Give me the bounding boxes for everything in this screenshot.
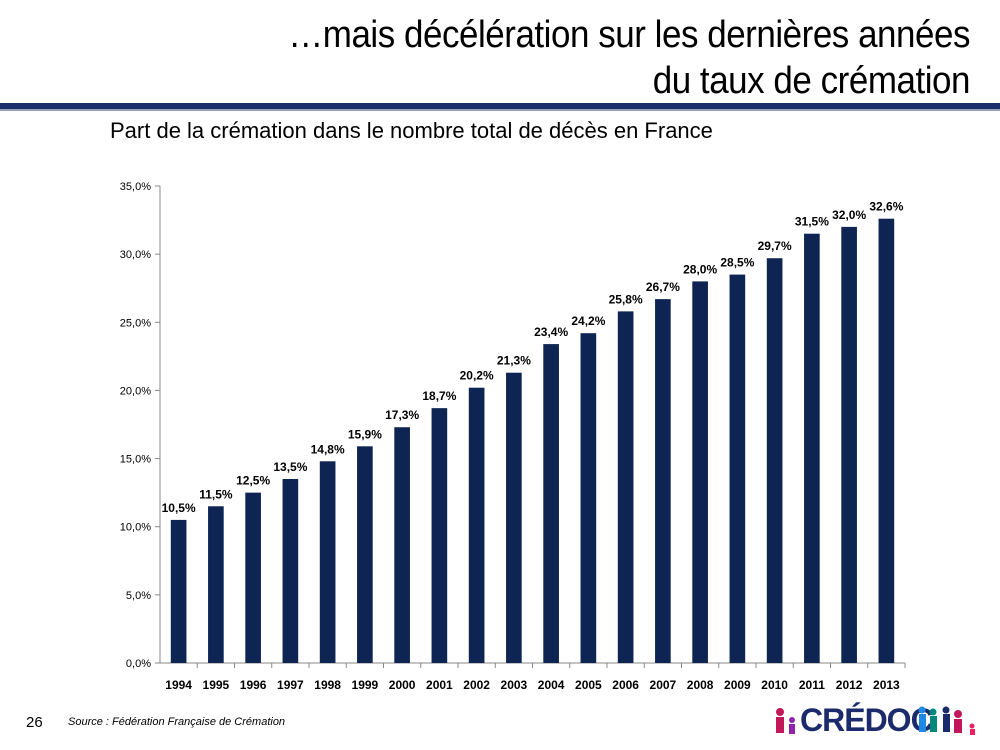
bar-2001 [431, 408, 448, 663]
data-label-2009: 28,5% [720, 256, 754, 270]
data-label-2006: 25,8% [609, 292, 643, 306]
data-label-2013: 32,6% [869, 200, 903, 214]
x-tick-label-1996: 1996 [240, 678, 267, 692]
x-tick-label-2001: 2001 [426, 678, 453, 692]
data-label-2002: 20,2% [460, 369, 494, 383]
x-tick-label-2008: 2008 [687, 678, 714, 692]
x-tick-label-1995: 1995 [203, 678, 230, 692]
data-label-2000: 17,3% [385, 408, 419, 422]
x-tick-label-2013: 2013 [873, 678, 900, 692]
data-label-2008: 28,0% [683, 262, 717, 276]
data-label-1998: 14,8% [311, 442, 345, 456]
bar-1994 [170, 519, 187, 663]
bar-2013 [878, 218, 895, 664]
y-tick-label: 25,0% [120, 317, 151, 329]
data-label-2005: 24,2% [571, 314, 605, 328]
x-tick-label-1997: 1997 [277, 678, 304, 692]
family-right-icon [918, 706, 975, 735]
x-tick-label-2012: 2012 [836, 678, 863, 692]
bar-2005 [580, 333, 597, 663]
y-tick-label: 35,0% [120, 181, 151, 193]
y-tick-label: 0,0% [126, 658, 151, 670]
bar-2008 [692, 281, 708, 663]
x-tick-label-1994: 1994 [165, 678, 192, 692]
logo-text: CRÉDOC [800, 702, 934, 738]
bar-2011 [804, 233, 820, 663]
bar-2000 [394, 427, 410, 663]
bar-1997 [282, 479, 299, 663]
x-tick-label-2010: 2010 [761, 678, 788, 692]
credoc-logo: CRÉDOC [770, 700, 980, 744]
bar-2010 [766, 258, 783, 663]
bar-2007 [655, 299, 671, 663]
slide-title-line1: …mais décélération sur les dernières ann… [288, 14, 970, 56]
bar-1996 [245, 492, 261, 663]
x-tick-label-2002: 2002 [463, 678, 490, 692]
header-rule-shadow [0, 109, 1000, 111]
y-tick-label: 30,0% [120, 249, 151, 261]
y-tick-label: 20,0% [120, 385, 151, 397]
data-label-2010: 29,7% [758, 239, 792, 253]
data-label-1999: 15,9% [348, 427, 382, 441]
source-note: Source : Fédération Française de Crémati… [68, 716, 286, 728]
x-tick-label-2000: 2000 [389, 678, 416, 692]
x-tick-label-2011: 2011 [799, 678, 825, 692]
data-label-1995: 11,5% [199, 487, 233, 501]
x-tick-label-2007: 2007 [650, 678, 677, 692]
family-left-icon [776, 708, 795, 734]
bar-2002 [468, 387, 485, 663]
bar-1998 [319, 461, 336, 663]
x-tick-label-1999: 1999 [352, 678, 379, 692]
header-rule [0, 103, 1000, 109]
data-label-2003: 21,3% [497, 354, 531, 368]
chart-title: Part de la crémation dans le nombre tota… [110, 118, 713, 143]
x-tick-label-2003: 2003 [501, 678, 528, 692]
y-tick-label: 10,0% [120, 522, 151, 534]
bar-2009 [729, 274, 746, 663]
y-tick-label: 5,0% [126, 590, 151, 602]
slide-title: …mais décélération sur les dernières ann… [288, 12, 970, 104]
bar-2003 [506, 372, 522, 663]
data-label-1997: 13,5% [273, 460, 307, 474]
bar-2006 [617, 311, 634, 663]
slide-title-line2: du taux de crémation [652, 60, 971, 102]
data-label-2011: 31,5% [795, 215, 829, 229]
x-tick-label-2004: 2004 [538, 678, 565, 692]
data-label-2001: 18,7% [422, 389, 456, 403]
data-label-1994: 10,5% [162, 501, 196, 515]
data-label-2004: 23,4% [534, 325, 568, 339]
x-tick-label-2005: 2005 [575, 678, 602, 692]
y-tick-label: 15,0% [120, 454, 151, 466]
data-label-2012: 32,0% [832, 208, 866, 222]
bar-2004 [543, 344, 559, 663]
data-label-1996: 12,5% [236, 474, 270, 488]
x-tick-label-1998: 1998 [314, 678, 341, 692]
bar-1995 [208, 506, 224, 663]
bar-1999 [357, 446, 373, 663]
bar-2012 [841, 226, 857, 663]
x-tick-label-2009: 2009 [724, 678, 751, 692]
page-number: 26 [26, 714, 43, 731]
x-tick-label-2006: 2006 [612, 678, 639, 692]
data-label-2007: 26,7% [646, 280, 680, 294]
